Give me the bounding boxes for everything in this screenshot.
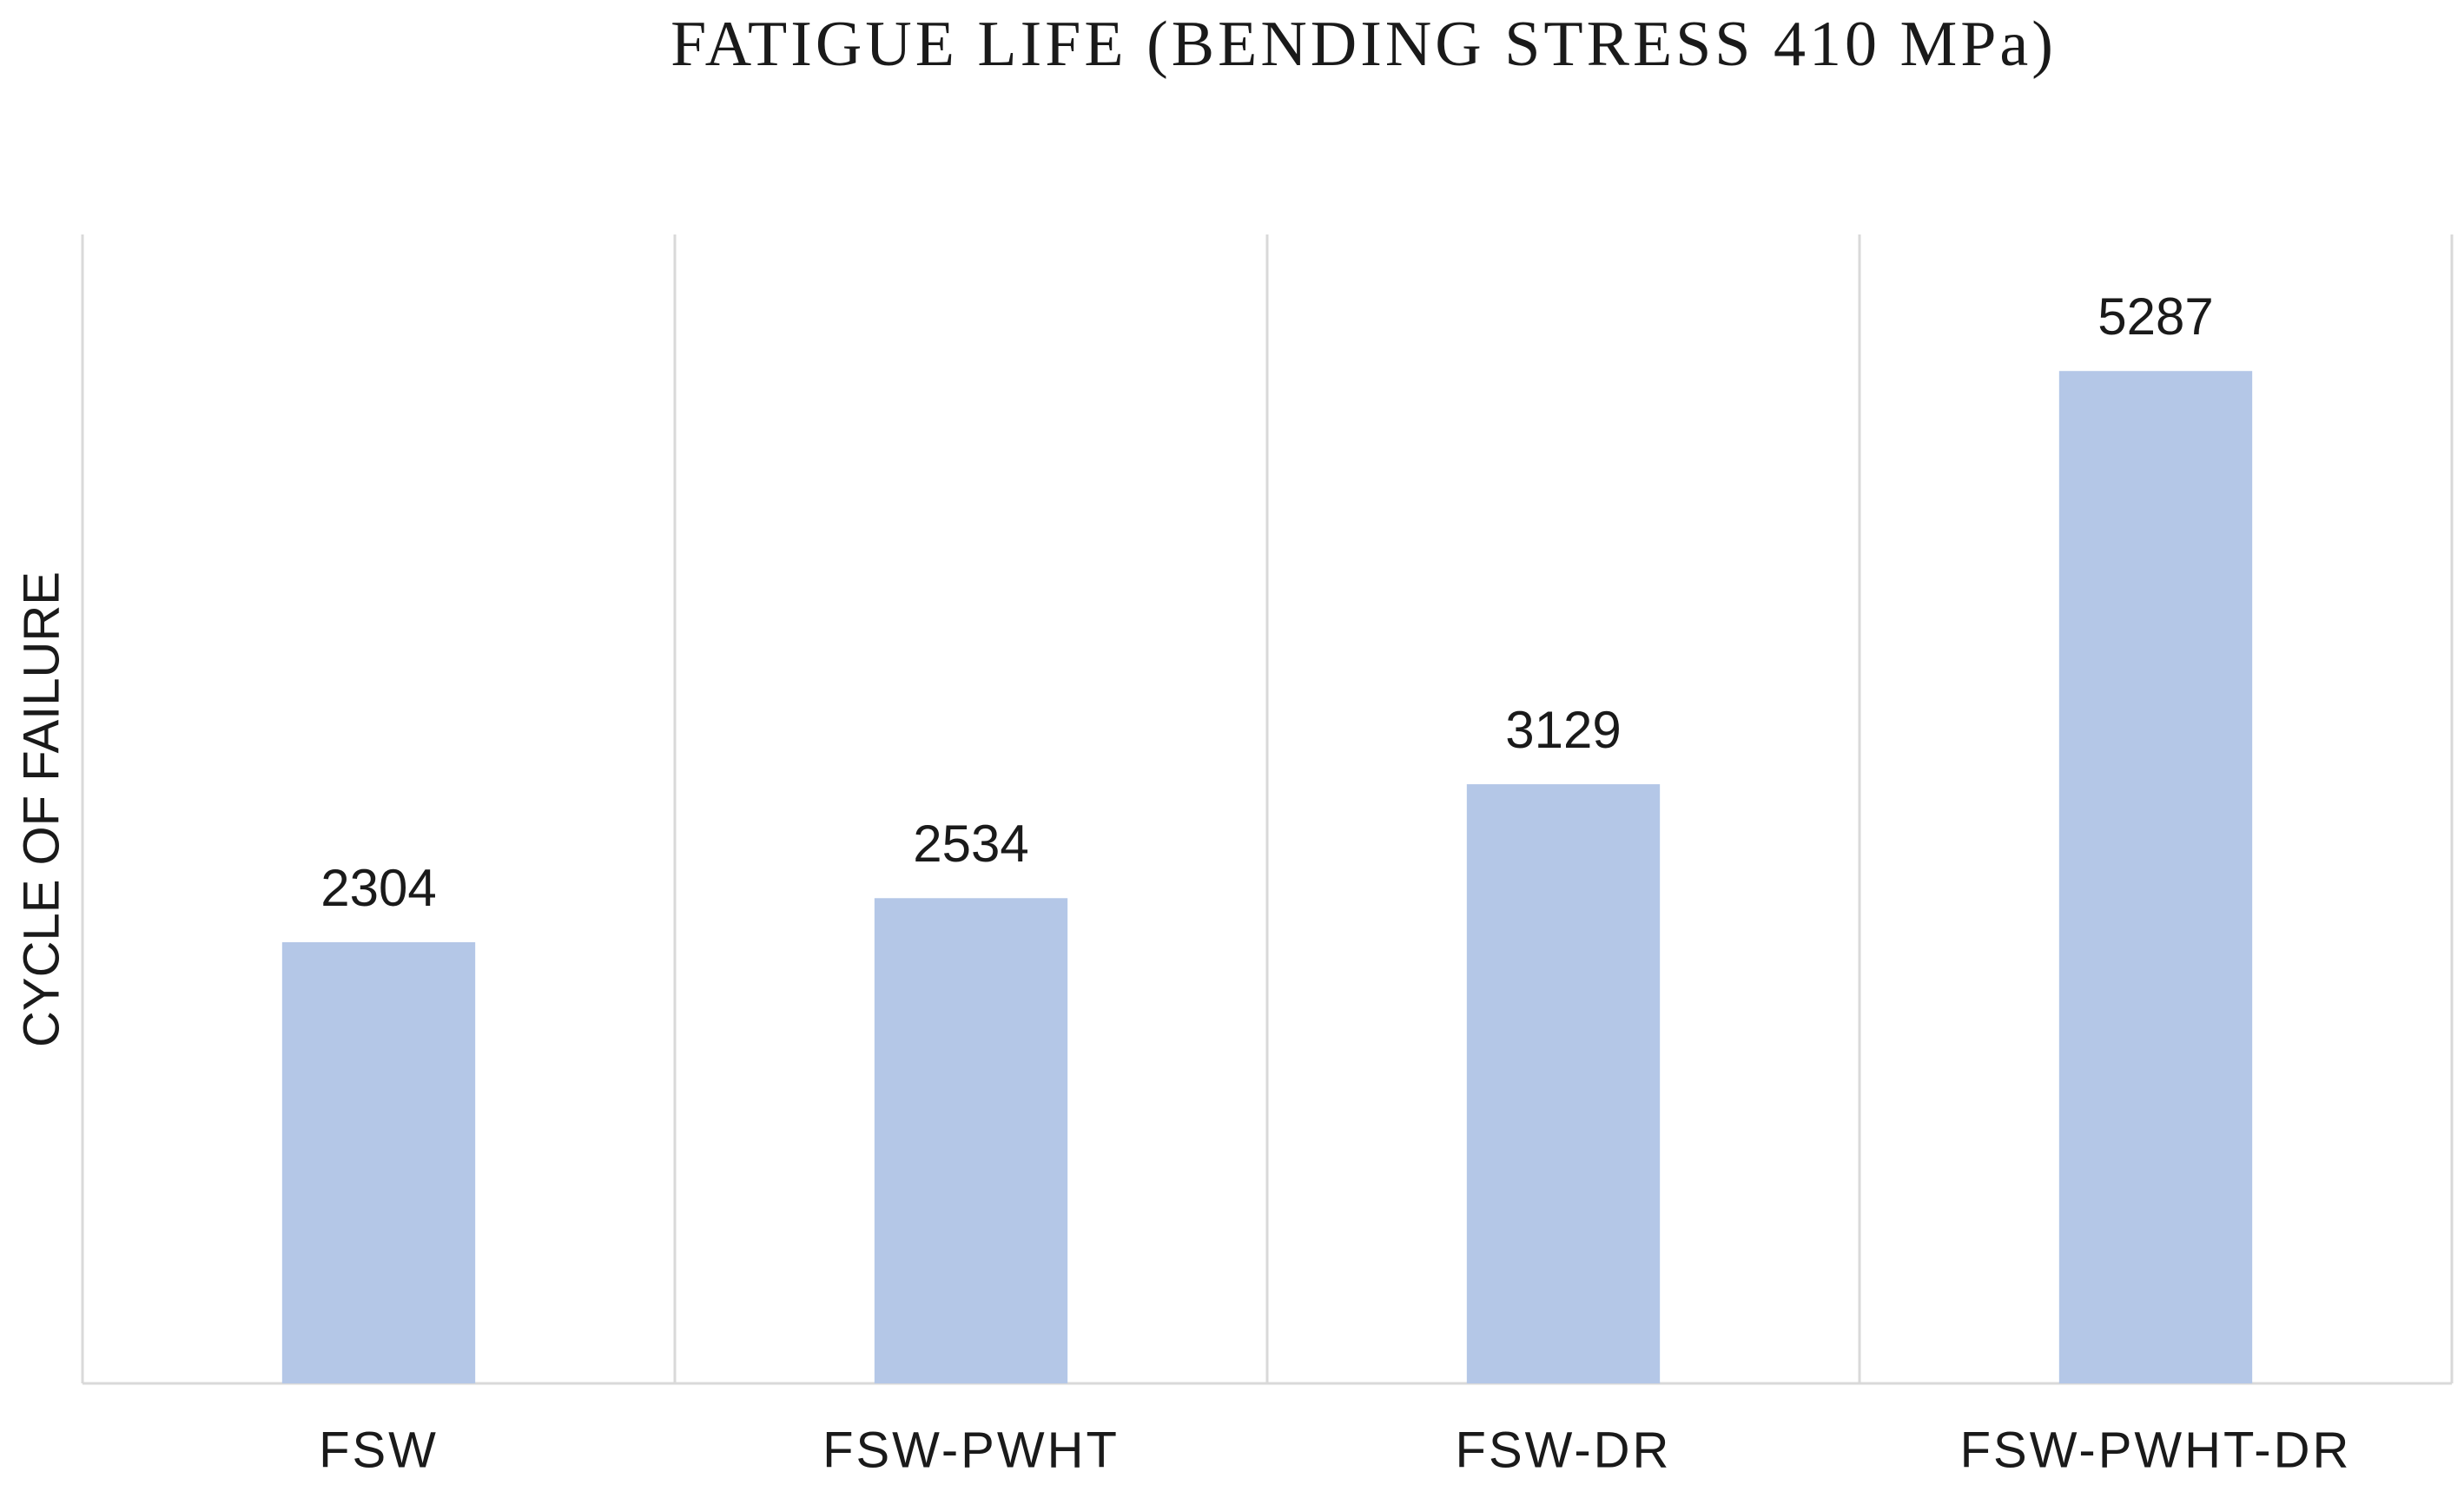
x-tick-label: FSW-DR [1456, 1422, 1672, 1478]
y-axis-label: CYCLE OF FAILURE [13, 571, 69, 1047]
x-tick-label: FSW-PWHT [822, 1422, 1120, 1478]
bar [1466, 784, 1661, 1383]
bar [874, 898, 1068, 1383]
value-label: 5287 [2097, 287, 2213, 346]
x-tick-label: FSW-PWHT-DR [1960, 1422, 2352, 1478]
bar [2058, 371, 2253, 1383]
value-label: 2304 [320, 859, 436, 917]
value-label: 2534 [913, 815, 1028, 873]
x-tick-label: FSW [319, 1422, 439, 1478]
bar [281, 941, 476, 1383]
chart-title: FATIGUE LIFE (BENDING STRESS 410 MPa) [670, 9, 2057, 80]
value-label: 3129 [1505, 701, 1621, 759]
